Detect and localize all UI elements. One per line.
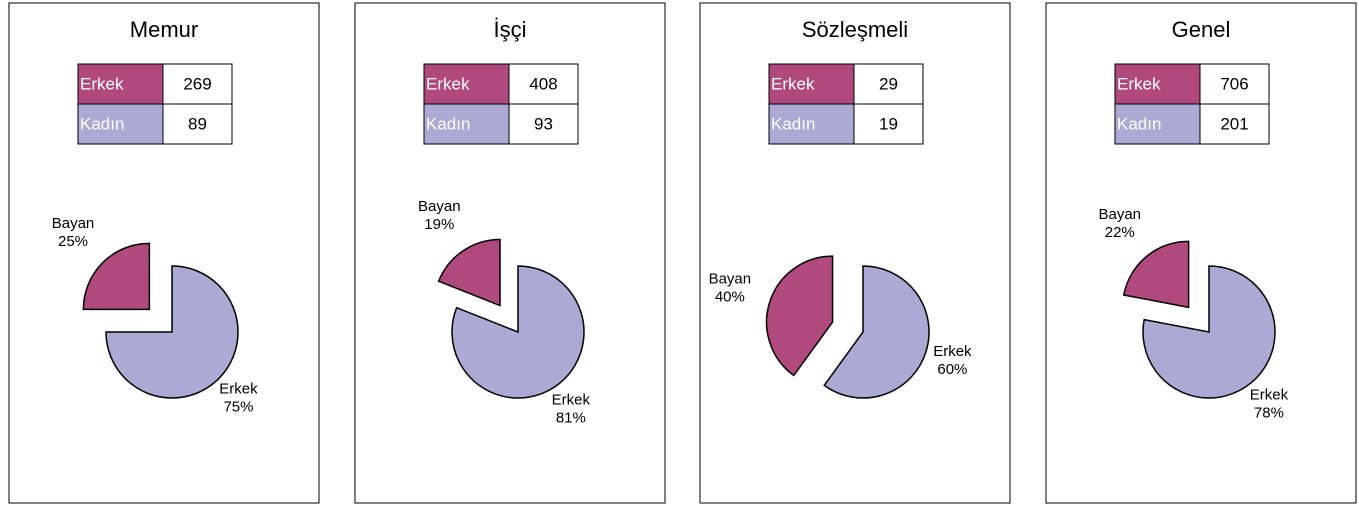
slice-label-value: 75% [223,398,253,415]
table-label: Erkek [1117,74,1161,93]
pie-slice [765,255,834,377]
table-label: Kadın [426,114,470,133]
panel-title: Genel [1172,17,1231,42]
slice-label-name: Erkek [1250,386,1289,403]
slice-label-name: Erkek [933,343,972,360]
slice-label-name: Bayan [52,215,95,232]
table-value-cell [853,103,924,145]
pie-slice [82,242,151,311]
pie-slice [437,238,501,307]
table-label-cell [1114,63,1201,105]
slice-label-value: 25% [58,233,88,250]
table-value: 93 [534,114,553,133]
table-value-cell [1199,63,1270,105]
table-label-cell [423,63,510,105]
slice-label-name: Erkek [219,380,258,397]
table-label-cell [77,63,164,105]
slice-label-name: Bayan [1098,206,1141,223]
pie-slice [1122,240,1190,309]
table-label-cell [768,103,855,145]
table-label-cell [423,103,510,145]
panel-title: Memur [130,17,198,42]
table-value-cell [162,103,233,145]
table-value: 29 [879,74,898,93]
slice-label-name: Bayan [709,271,752,288]
slice-label-value: 19% [424,216,454,233]
pie-slice [451,265,585,399]
table-value: 89 [188,114,207,133]
table-value-cell [508,103,579,145]
table-value: 706 [1220,74,1248,93]
pie-slice [105,265,239,399]
pie-slice [823,265,930,399]
slice-label-value: 40% [715,289,745,306]
panel-title: İşçi [494,17,527,42]
table-value: 19 [879,114,898,133]
table-value-cell [1199,103,1270,145]
slice-label-value: 22% [1105,224,1135,241]
pie-slice [1142,265,1276,399]
slice-label-name: Bayan [418,198,461,215]
table-label-cell [768,63,855,105]
table-label: Kadın [1117,114,1161,133]
table-value-cell [162,63,233,105]
slice-label-value: 60% [937,361,967,378]
table-label: Erkek [426,74,470,93]
table-value: 269 [183,74,211,93]
slice-label-value: 81% [556,410,586,427]
panel-title: Sözleşmeli [802,17,908,42]
slice-label-value: 78% [1254,404,1284,421]
table-label: Erkek [80,74,124,93]
slice-label-name: Erkek [552,392,591,409]
table-label: Erkek [771,74,815,93]
table-label: Kadın [80,114,124,133]
table-value: 201 [1220,114,1248,133]
table-value: 408 [529,74,557,93]
table-label: Kadın [771,114,815,133]
